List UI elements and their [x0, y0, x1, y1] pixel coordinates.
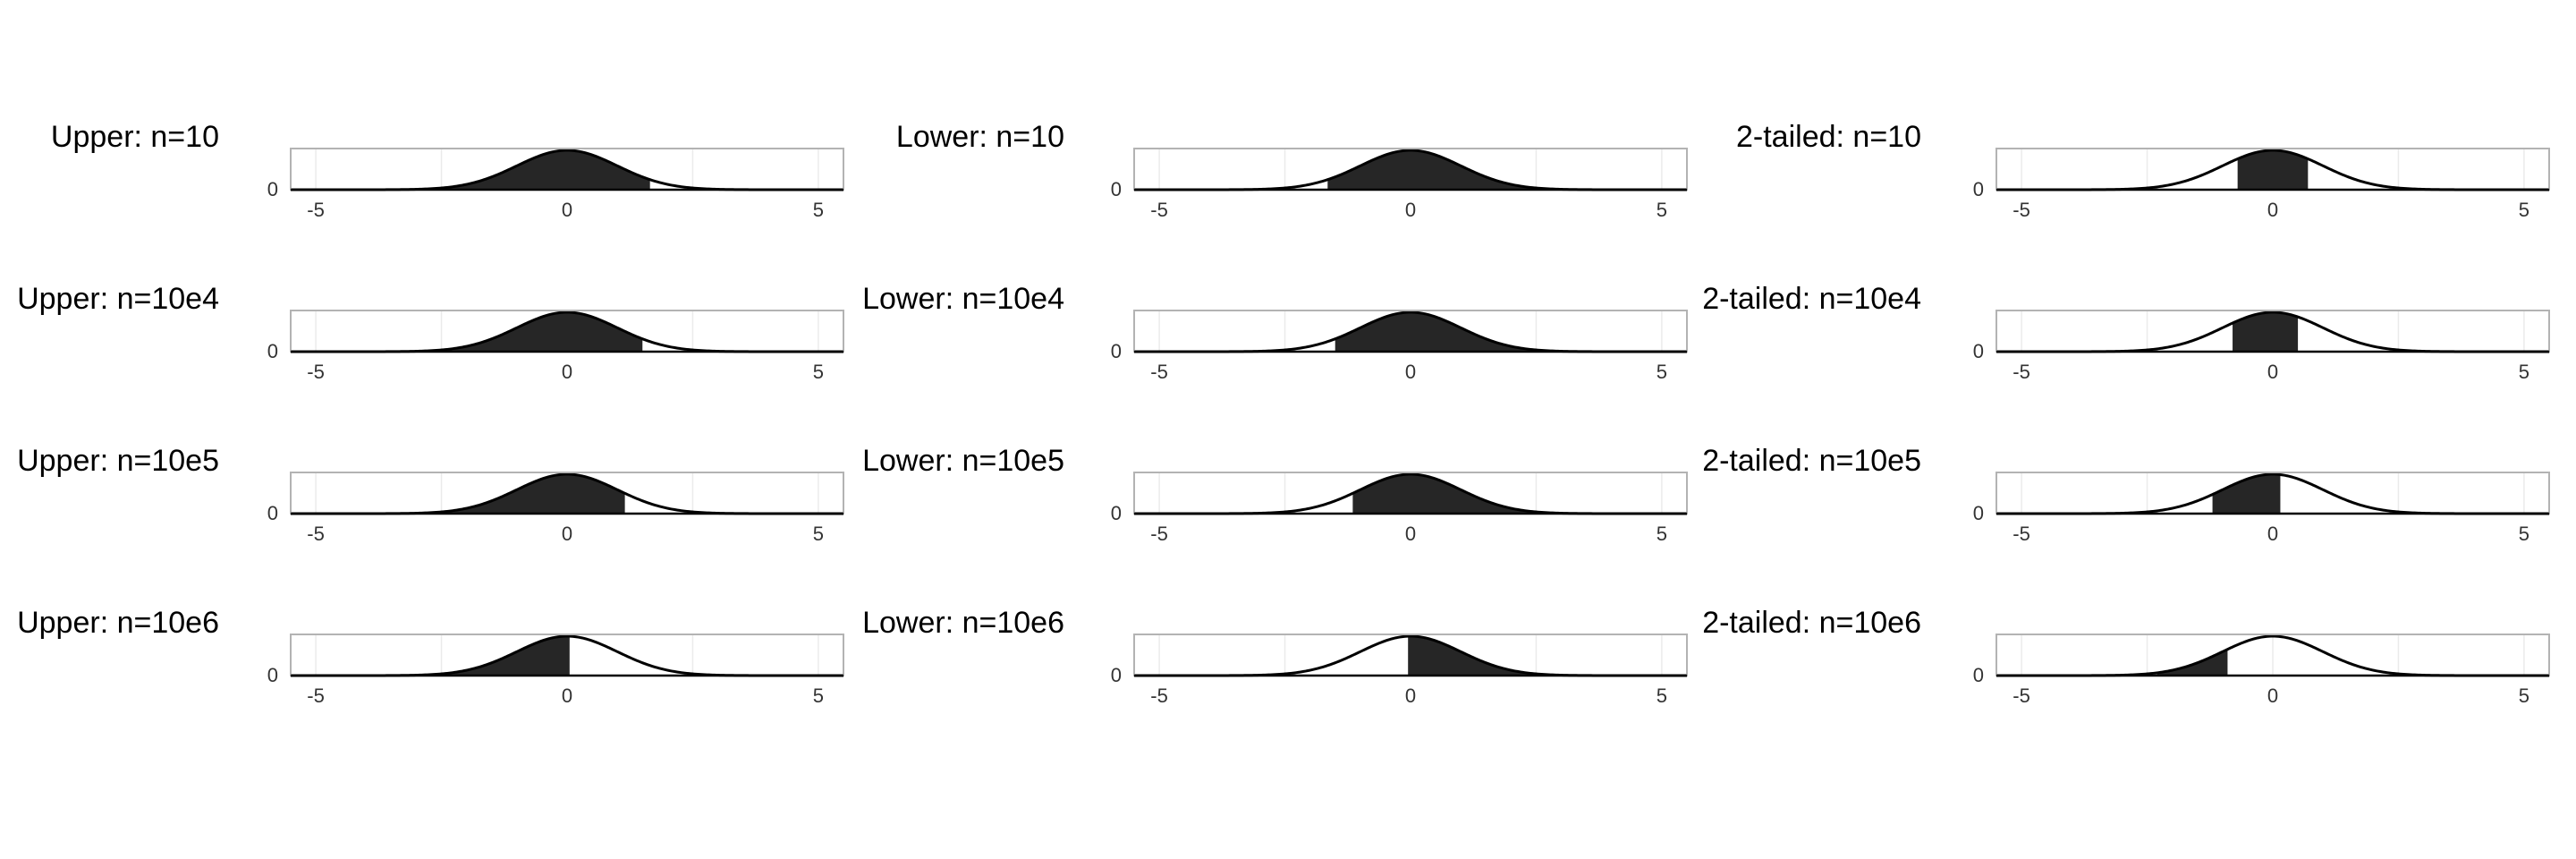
shaded-area — [2237, 150, 2309, 190]
x-tick-label: 0 — [2267, 199, 2278, 221]
y-tick-label: 0 — [1973, 664, 1984, 686]
shaded-area — [2157, 649, 2228, 676]
x-tick-label: 5 — [813, 685, 824, 707]
x-tick-label: 0 — [2267, 685, 2278, 707]
shaded-area — [291, 312, 643, 352]
x-tick-label: 0 — [562, 199, 572, 221]
x-tick-label: 0 — [1405, 361, 1416, 383]
panel-title: 2-tailed: n=10e5 — [1702, 444, 1921, 478]
panel-1: Upper: n=10 0 -5 0 5 — [51, 120, 844, 221]
shaded-area — [1327, 150, 1687, 190]
panel-title: Upper: n=10e4 — [17, 282, 219, 316]
panel-11: Lower: n=10e6 0 -5 0 5 — [862, 606, 1688, 707]
panel-title: Upper: n=10 — [51, 120, 219, 154]
x-tick-label: 5 — [1657, 199, 1667, 221]
y-tick-label: 0 — [1111, 502, 1122, 524]
shaded-area — [291, 636, 570, 676]
panel-title: Lower: n=10e4 — [862, 282, 1064, 316]
x-tick-label: -5 — [2012, 361, 2030, 383]
shaded-area — [1352, 474, 1687, 514]
shaded-area — [291, 150, 650, 190]
x-tick-label: 5 — [2519, 523, 2529, 545]
x-tick-label: -5 — [307, 685, 325, 707]
y-tick-label: 0 — [1973, 502, 1984, 524]
panel-title: 2-tailed: n=10e4 — [1702, 282, 1921, 316]
x-tick-label: 0 — [2267, 523, 2278, 545]
x-tick-label: 0 — [562, 685, 572, 707]
x-tick-label: -5 — [1150, 685, 1168, 707]
panel-5: Lower: n=10e4 0 -5 0 5 — [862, 282, 1688, 383]
shaded-area — [2212, 474, 2281, 514]
x-tick-label: 5 — [2519, 199, 2529, 221]
panel-12: 2-tailed: n=10e6 0 -5 0 5 — [1702, 606, 2550, 707]
x-tick-label: -5 — [307, 361, 325, 383]
x-tick-label: -5 — [307, 199, 325, 221]
x-tick-label: 0 — [1405, 199, 1416, 221]
x-tick-label: 5 — [813, 523, 824, 545]
x-tick-label: 0 — [2267, 361, 2278, 383]
panel-7: Upper: n=10e5 0 -5 0 5 — [17, 444, 844, 545]
panel-6: 2-tailed: n=10e4 0 -5 0 5 — [1702, 282, 2550, 383]
x-tick-label: -5 — [2012, 685, 2030, 707]
x-tick-label: 0 — [1405, 685, 1416, 707]
shaded-area — [1408, 636, 1687, 676]
y-tick-label: 0 — [1111, 340, 1122, 362]
y-tick-label: 0 — [1111, 178, 1122, 200]
y-tick-label: 0 — [1111, 664, 1122, 686]
panel-10: Upper: n=10e6 0 -5 0 5 — [17, 606, 844, 707]
x-tick-label: -5 — [1150, 199, 1168, 221]
panel-title: 2-tailed: n=10e6 — [1702, 606, 1921, 640]
shaded-area — [2233, 312, 2299, 352]
shaded-area — [291, 474, 625, 514]
x-tick-label: -5 — [2012, 523, 2030, 545]
x-tick-label: 5 — [813, 361, 824, 383]
y-tick-label: 0 — [267, 178, 278, 200]
panel-4: Upper: n=10e4 0 -5 0 5 — [17, 282, 844, 383]
panel-title: Lower: n=10e5 — [862, 444, 1064, 478]
x-tick-label: -5 — [307, 523, 325, 545]
y-tick-label: 0 — [267, 502, 278, 524]
panel-title: Upper: n=10e5 — [17, 444, 219, 478]
panel-title: 2-tailed: n=10 — [1736, 120, 1921, 154]
x-tick-label: 0 — [562, 361, 572, 383]
x-tick-label: 5 — [2519, 685, 2529, 707]
y-tick-label: 0 — [267, 340, 278, 362]
x-tick-label: 0 — [562, 523, 572, 545]
x-tick-label: 5 — [813, 199, 824, 221]
x-tick-label: -5 — [1150, 523, 1168, 545]
x-tick-label: 5 — [2519, 361, 2529, 383]
panel-9: 2-tailed: n=10e5 0 -5 0 5 — [1702, 444, 2550, 545]
panel-3: 2-tailed: n=10 0 -5 0 5 — [1736, 120, 2550, 221]
y-tick-label: 0 — [1973, 178, 1984, 200]
panel-title: Upper: n=10e6 — [17, 606, 219, 640]
x-tick-label: 0 — [1405, 523, 1416, 545]
x-tick-label: 5 — [1657, 361, 1667, 383]
y-tick-label: 0 — [1973, 340, 1984, 362]
panel-8: Lower: n=10e5 0 -5 0 5 — [862, 444, 1688, 545]
x-tick-label: 5 — [1657, 523, 1667, 545]
shaded-area — [1335, 312, 1687, 352]
x-tick-label: -5 — [1150, 361, 1168, 383]
x-tick-label: 5 — [1657, 685, 1667, 707]
panel-2: Lower: n=10 0 -5 0 5 — [896, 120, 1688, 221]
y-tick-label: 0 — [267, 664, 278, 686]
panel-title: Lower: n=10 — [896, 120, 1064, 154]
panel-title: Lower: n=10e6 — [862, 606, 1064, 640]
x-tick-label: -5 — [2012, 199, 2030, 221]
